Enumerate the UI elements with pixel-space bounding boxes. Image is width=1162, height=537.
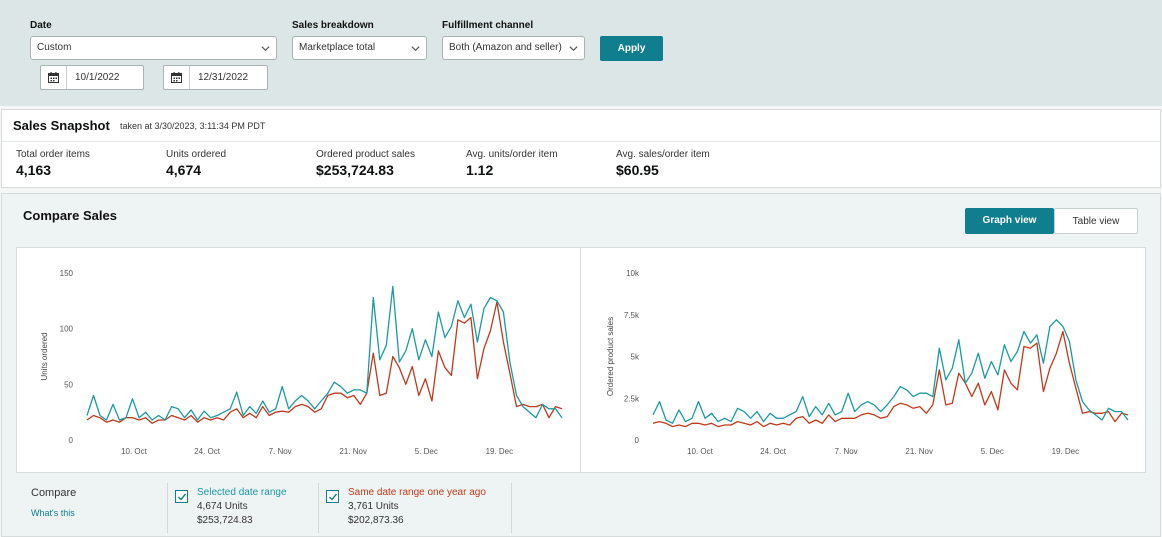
end-date-field[interactable]: 12/31/2022 [163,65,268,90]
end-date-value: 12/31/2022 [198,72,249,83]
chevron-down-icon [411,46,420,52]
legend-name: Same date range one year ago [348,487,486,498]
calendar-icon[interactable] [164,66,190,89]
date-select-value: Custom [37,42,72,53]
calendar-icon[interactable] [41,66,67,89]
snapshot-title: Sales Snapshot [13,118,110,133]
compare-sales-title: Compare Sales [23,208,117,223]
series-line-selected-range [652,319,1129,424]
legend-sales: $253,724.83 [197,515,253,526]
apply-button[interactable]: Apply [600,36,663,61]
start-date-value: 10/1/2022 [75,72,120,83]
metric-total-order-items: Total order items 4,163 [16,149,90,178]
compare-sales-panel: Compare Sales Graph view Table view 0 50 1… [1,193,1161,537]
legend-same-range-last-year[interactable]: Same date range one year ago 3,761 Units… [318,483,512,533]
metric-label: Avg. sales/order item [616,149,710,160]
checkbox-checked-icon[interactable] [175,490,188,503]
chevron-down-icon [261,46,270,52]
units-ordered-chart: 0 50 100 150 10. Oct 24. Oct 7. Nov 21. Nov 5. D… [16,247,581,473]
graph-view-button[interactable]: Graph view [965,208,1054,234]
y-tick-label: 2.5k [624,394,640,403]
x-tick-label: 5. Dec [981,447,1004,456]
metric-ordered-product-sales: Ordered product sales $253,724.83 [316,149,415,178]
metric-avg-sales-per-order-item: Avg. sales/order item $60.95 [616,149,710,178]
y-tick-label: 10k [626,269,640,278]
fulfillment-channel-value: Both (Amazon and seller) [449,42,562,53]
table-view-button[interactable]: Table view [1054,208,1138,234]
snapshot-timestamp: taken at 3/30/2023, 3:11:34 PM PDT [120,121,266,131]
legend-units: 4,674 Units [197,501,248,512]
legend-selected-date-range[interactable]: Selected date range 4,674 Units $253,724… [167,483,318,533]
ordered-product-sales-chart: 0 2.5k 5k 7.5k 10k 10. Oct 24. Oct 7. Nov 21. No… [580,247,1146,473]
series-line-one-year-ago [652,330,1129,428]
x-tick-label: 19. Dec [1052,447,1080,456]
metric-value: 4,674 [166,162,202,178]
sales-breakdown-value: Marketplace total [299,42,376,53]
metric-value: $253,724.83 [316,162,394,178]
metric-units-ordered: Units ordered 4,674 [166,149,226,178]
start-date-field[interactable]: 10/1/2022 [40,65,144,90]
metric-value: 4,163 [16,162,52,178]
metric-value: 1.12 [466,162,494,178]
x-tick-label: 21. Nov [339,447,367,456]
series-line-one-year-ago [86,301,563,424]
x-tick-label: 7. Nov [269,447,292,456]
divider [2,141,1160,142]
metric-label: Avg. units/order item [466,149,558,160]
y-axis-label: Ordered product sales [606,317,615,396]
x-tick-label: 24. Oct [760,447,787,456]
units-ordered-chart-svg: 0 50 100 150 10. Oct 24. Oct 7. Nov 21. Nov 5. D… [40,269,563,456]
date-label: Date [30,20,52,31]
y-tick-label: 0 [69,436,74,445]
filter-bar: Date Custom 10/1/2022 12/31/2022 Sales b… [0,0,1162,106]
metric-value: $60.95 [616,162,659,178]
y-axis-label: Units ordered [40,332,49,380]
legend-name: Selected date range [197,487,287,498]
metric-avg-units-per-order-item: Avg. units/order item 1.12 [466,149,558,178]
y-tick-label: 5k [631,353,640,362]
chevron-down-icon [569,46,578,52]
y-tick-label: 0 [635,436,640,445]
compare-label: Compare [31,487,77,499]
metric-label: Total order items [16,149,90,160]
y-tick-label: 100 [60,325,74,334]
sales-snapshot-panel: Sales Snapshot taken at 3/30/2023, 3:11:… [1,109,1161,188]
fulfillment-channel-label: Fulfillment channel [442,20,534,31]
sales-breakdown-label: Sales breakdown [292,20,374,31]
whats-this-link[interactable]: What's this [31,508,75,518]
y-tick-label: 50 [64,380,73,389]
x-tick-label: 10. Oct [687,447,714,456]
metric-label: Ordered product sales [316,149,415,160]
x-tick-label: 10. Oct [121,447,148,456]
y-tick-label: 7.5k [624,311,640,320]
date-select[interactable]: Custom [30,36,277,60]
x-tick-label: 21. Nov [905,447,933,456]
x-tick-label: 5. Dec [415,447,438,456]
fulfillment-channel-select[interactable]: Both (Amazon and seller) [442,36,585,60]
x-tick-label: 7. Nov [835,447,858,456]
x-tick-label: 19. Dec [486,447,514,456]
sales-breakdown-select[interactable]: Marketplace total [292,36,427,60]
x-tick-label: 24. Oct [194,447,221,456]
legend-sales: $202,873.36 [348,515,404,526]
metric-label: Units ordered [166,149,227,160]
y-tick-label: 150 [60,269,74,278]
legend-units: 3,761 Units [348,501,399,512]
checkbox-checked-icon[interactable] [326,490,339,503]
ordered-product-sales-chart-svg: 0 2.5k 5k 7.5k 10k 10. Oct 24. Oct 7. Nov 21. No… [606,269,1129,456]
series-line-selected-range [86,285,563,421]
